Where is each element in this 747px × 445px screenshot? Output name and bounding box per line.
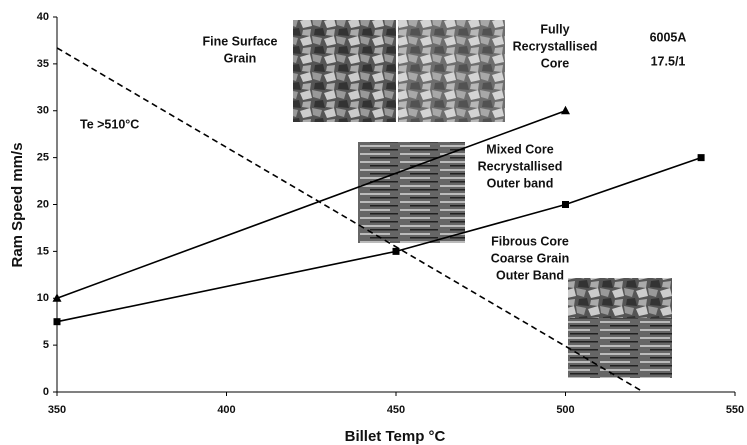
y-tick-label: 20 <box>37 198 49 210</box>
data-line <box>57 111 566 299</box>
x-tick-label: 450 <box>387 404 405 416</box>
micrograph <box>293 20 396 122</box>
micrograph <box>568 278 672 318</box>
annotation: Grain <box>224 51 257 65</box>
annotation: Fully <box>540 22 569 36</box>
x-axis-title: Billet Temp °C <box>345 428 446 445</box>
marker <box>393 248 400 255</box>
annotation: Coarse Grain <box>491 251 570 265</box>
annotation: Outer Band <box>496 268 564 282</box>
annotation: 17.5/1 <box>651 54 686 68</box>
micrograph <box>358 142 465 243</box>
x-tick-label: 550 <box>726 404 744 416</box>
micrograph <box>398 20 505 122</box>
marker <box>54 318 61 325</box>
y-axis-title: Ram Speed mm/s <box>9 142 26 267</box>
marker <box>561 106 570 115</box>
annotation: 6005A <box>650 30 687 44</box>
y-tick-label: 25 <box>37 152 49 164</box>
annotation: Fine Surface <box>202 34 277 48</box>
annotation: Fibrous Core <box>491 234 569 248</box>
annotation: Outer band <box>487 176 554 190</box>
annotation: Te >510°C <box>80 117 139 131</box>
annotation: Core <box>541 56 570 70</box>
marker <box>698 154 705 161</box>
x-tick-label: 350 <box>48 404 66 416</box>
y-tick-label: 15 <box>37 245 49 257</box>
annotation: Recrystallised <box>513 39 598 53</box>
annotation: Recrystallised <box>478 159 563 173</box>
y-tick-label: 40 <box>37 11 49 23</box>
y-tick-label: 5 <box>43 339 49 351</box>
y-tick-label: 30 <box>37 105 49 117</box>
chart: Billet Temp °C Ram Speed mm/s 0 5 10 15 20 25… <box>0 0 747 445</box>
micrograph <box>568 318 672 378</box>
annotation: Mixed Core <box>486 142 553 156</box>
x-tick-label: 400 <box>217 404 235 416</box>
micrographs <box>293 20 672 378</box>
y-tick-label: 0 <box>43 386 49 398</box>
x-tick-label: 500 <box>556 404 574 416</box>
y-tick-label: 10 <box>37 292 49 304</box>
marker <box>562 201 569 208</box>
y-tick-label: 35 <box>37 58 49 70</box>
